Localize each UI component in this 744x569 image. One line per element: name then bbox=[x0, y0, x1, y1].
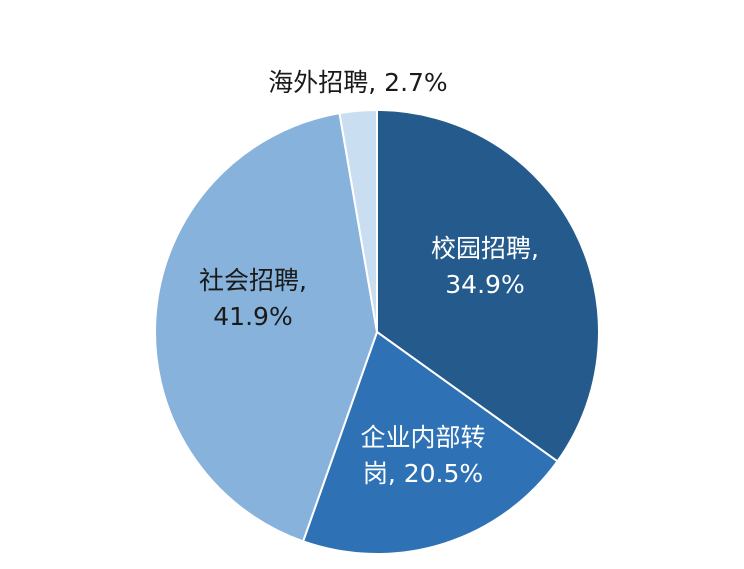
pie-slice-1 bbox=[301, 330, 559, 555]
slice-labels: 校园招聘, 34.9% 企业内部转岗, 20.5% 社会招聘, 41.9% 海外招聘, 2… bbox=[199, 68, 539, 488]
pie-slice-2 bbox=[154, 112, 379, 543]
pie-slice-0 bbox=[376, 108, 600, 463]
slice-label-line: 41.9% bbox=[213, 302, 292, 331]
slice-label-2: 社会招聘, 41.9% bbox=[199, 266, 307, 331]
pie-slices bbox=[154, 108, 600, 555]
slice-label-line: 校园招聘, bbox=[431, 234, 539, 263]
slice-label-line: 社会招聘, bbox=[199, 266, 307, 295]
slice-label-line: 34.9% bbox=[445, 270, 524, 299]
slice-label-line: 岗, 20.5% bbox=[363, 459, 483, 488]
slice-label-line: 海外招聘, 2.7% bbox=[268, 68, 447, 97]
pie-slice-3 bbox=[338, 108, 378, 333]
slice-label-3: 海外招聘, 2.7% bbox=[268, 68, 447, 97]
slice-label-line: 企业内部转 bbox=[360, 423, 485, 452]
slice-label-0: 校园招聘, 34.9% bbox=[431, 234, 539, 299]
slice-label-1: 企业内部转岗, 20.5% bbox=[360, 423, 485, 488]
